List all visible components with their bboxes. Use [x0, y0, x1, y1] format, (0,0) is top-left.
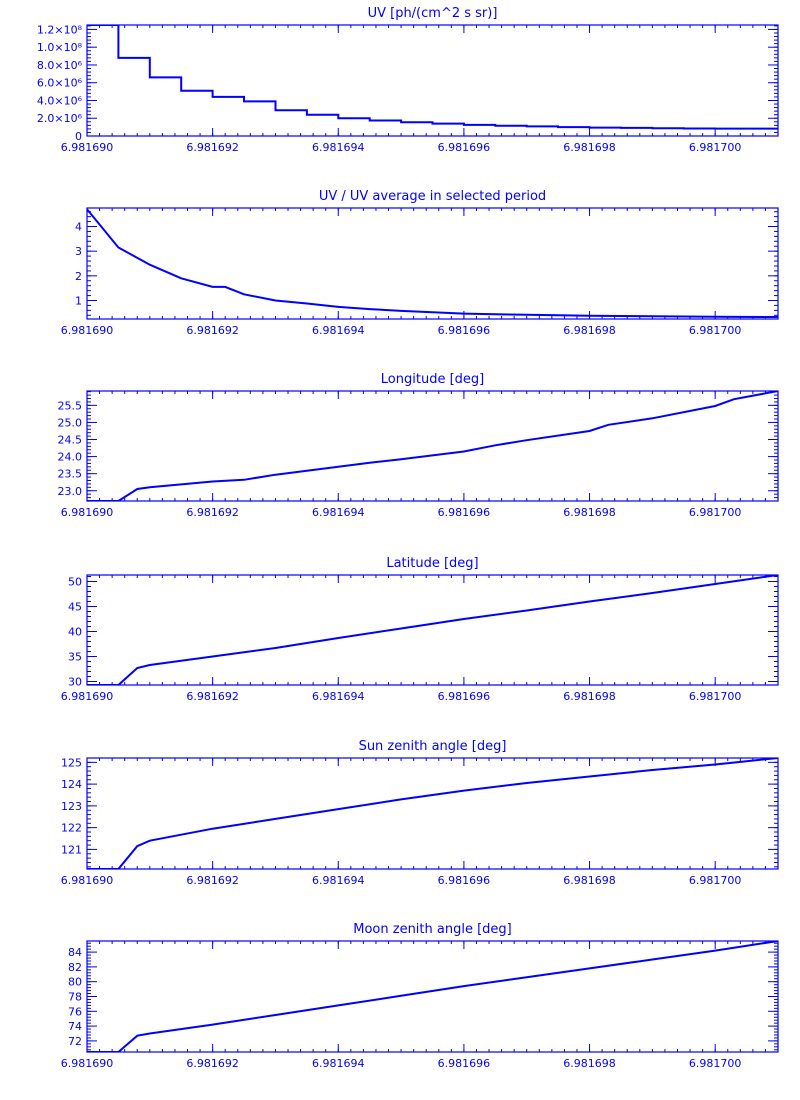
x-tick-label: 6.981694	[312, 1057, 365, 1070]
y-tick-label: 82	[68, 961, 82, 974]
y-tick-label: 6.0×10⁶	[37, 77, 83, 90]
x-tick-label: 6.981698	[563, 874, 616, 887]
y-tick-label: 124	[61, 778, 82, 791]
x-tick-label: 6.981694	[312, 690, 365, 703]
x-tick-label: 6.981696	[438, 1057, 491, 1070]
x-tick-label: 6.981692	[186, 690, 239, 703]
y-tick-label: 74	[68, 1020, 82, 1033]
plot-frame	[86, 207, 779, 320]
x-tick-label: 6.981698	[563, 141, 616, 154]
chart-panel-2: UV / UV average in selected period 6.9816…	[61, 189, 779, 337]
x-tick-label: 6.981692	[186, 874, 239, 887]
chart-title: Sun zenith angle [deg]	[359, 739, 507, 754]
series-line	[87, 575, 778, 685]
y-tick-label: 1.2×10⁸	[37, 23, 83, 36]
plot-frame	[86, 940, 779, 1053]
y-tick-label: 25.5	[58, 399, 83, 412]
chart-panel-3: Longitude [deg] 6.981690 6.981692 6.981694 6…	[58, 372, 779, 519]
y-tick-label: 2.0×10⁶	[37, 112, 83, 125]
chart-title: UV / UV average in selected period	[319, 189, 546, 204]
x-tick-label: 6.981692	[186, 506, 239, 519]
x-tick-label: 6.981690	[61, 506, 114, 519]
y-tick-label: 23.5	[58, 468, 83, 481]
x-tick-label: 6.981700	[689, 506, 742, 519]
y-tick-label: 121	[61, 843, 82, 856]
y-tick-label: 2	[75, 270, 82, 283]
x-tick-label: 6.981696	[438, 141, 491, 154]
x-tick-label: 6.981700	[689, 1057, 742, 1070]
x-tick-label: 6.981692	[186, 141, 239, 154]
x-tick-label: 6.981690	[61, 141, 114, 154]
x-tick-label: 6.981696	[438, 324, 491, 337]
x-tick-label: 6.981700	[689, 324, 742, 337]
y-tick-label: 3	[75, 245, 82, 258]
y-tick-label: 23.0	[58, 485, 83, 498]
y-tick-label: 24.0	[58, 451, 83, 464]
y-tick-label: 8.0×10⁶	[37, 59, 83, 72]
chart-panel-5: Sun zenith angle [deg] 6.981690 6.981692 6.…	[61, 739, 779, 887]
chart-title: UV [ph/(cm^2 s sr)]	[368, 6, 498, 21]
y-tick-label: 78	[68, 991, 82, 1004]
series-line	[87, 758, 778, 869]
x-tick-label: 6.981696	[438, 506, 491, 519]
chart-title: Longitude [deg]	[381, 372, 484, 387]
x-tick-label: 6.981698	[563, 690, 616, 703]
chart-panel-1: UV [ph/(cm^2 s sr)] 6.981690 6.981692 6.981…	[37, 6, 779, 154]
y-tick-label: 4	[75, 221, 82, 234]
y-tick-label: 35	[68, 651, 82, 664]
y-tick-label: 84	[68, 946, 82, 959]
y-tick-label: 125	[61, 756, 82, 769]
x-tick-label: 6.981696	[438, 874, 491, 887]
plot-frame	[86, 757, 779, 870]
y-tick-label: 76	[68, 1005, 82, 1018]
x-tick-label: 6.981696	[438, 690, 491, 703]
x-tick-label: 6.981700	[689, 141, 742, 154]
chart-title: Moon zenith angle [deg]	[353, 922, 511, 937]
y-tick-label: 122	[61, 822, 82, 835]
y-tick-label: 80	[68, 976, 82, 989]
y-tick-label: 45	[68, 601, 82, 614]
y-tick-label: 25.0	[58, 416, 83, 429]
y-tick-label: 4.0×10⁶	[37, 94, 83, 107]
x-tick-label: 6.981700	[689, 690, 742, 703]
x-tick-label: 6.981692	[186, 324, 239, 337]
plot-frame	[86, 24, 779, 137]
series-line	[87, 391, 778, 501]
y-tick-label: 123	[61, 800, 82, 813]
chart-title: Latitude [deg]	[386, 556, 478, 571]
x-tick-label: 6.981690	[61, 1057, 114, 1070]
y-tick-label: 1.0×10⁸	[37, 41, 83, 54]
series-line	[87, 941, 778, 1052]
x-tick-label: 6.981690	[61, 874, 114, 887]
y-tick-label: 24.5	[58, 434, 83, 447]
y-tick-label: 72	[68, 1035, 82, 1048]
x-tick-label: 6.981692	[186, 1057, 239, 1070]
chart-panel-4: Latitude [deg] 6.981690 6.981692 6.981694 6.…	[61, 556, 779, 703]
x-tick-label: 6.981694	[312, 506, 365, 519]
x-tick-label: 6.981694	[312, 141, 365, 154]
x-tick-label: 6.981690	[61, 690, 114, 703]
x-tick-label: 6.981698	[563, 324, 616, 337]
x-tick-label: 6.981698	[563, 1057, 616, 1070]
series-line	[87, 25, 778, 130]
x-tick-label: 6.981690	[61, 324, 114, 337]
x-tick-label: 6.981698	[563, 506, 616, 519]
y-tick-label: 30	[68, 676, 82, 689]
y-tick-label: 40	[68, 626, 82, 639]
x-tick-label: 6.981700	[689, 874, 742, 887]
y-tick-label: 0	[75, 130, 82, 143]
y-tick-label: 50	[68, 576, 82, 589]
x-tick-label: 6.981694	[312, 874, 365, 887]
x-tick-label: 6.981694	[312, 324, 365, 337]
y-tick-label: 1	[75, 295, 82, 308]
chart-panel-6: Moon zenith angle [deg] 6.981690 6.981692 6…	[61, 922, 779, 1070]
series-line	[87, 208, 778, 318]
plot-frame	[86, 574, 779, 686]
